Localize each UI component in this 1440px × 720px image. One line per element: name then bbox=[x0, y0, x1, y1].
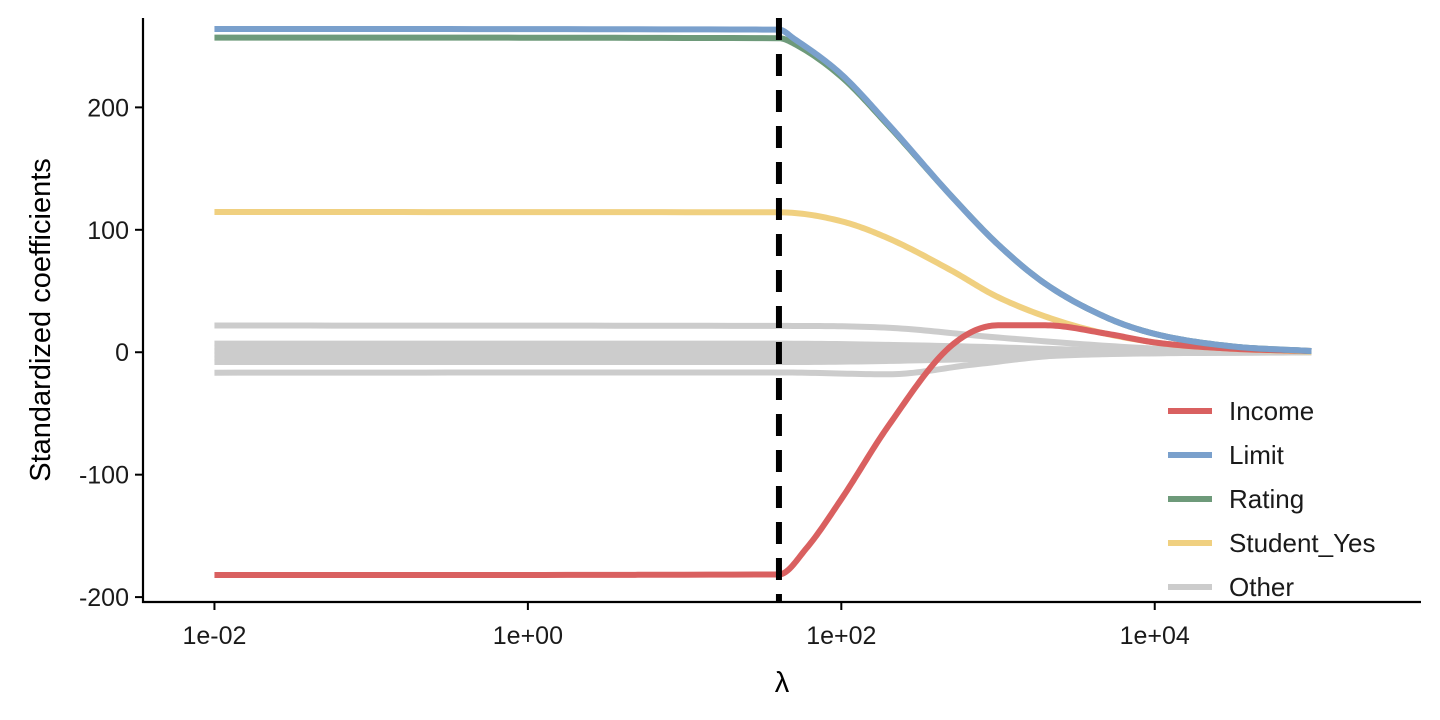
series-line-limit bbox=[214, 26, 1312, 355]
series-line-income bbox=[214, 322, 1312, 579]
legend-label-other: Other bbox=[1229, 572, 1294, 602]
x-tick-label: 1e+04 bbox=[1120, 622, 1190, 650]
y-axis-ticks: -200 -100 0 100 200 bbox=[79, 94, 143, 612]
y-tick-label: 100 bbox=[87, 217, 129, 245]
x-axis-title: λ bbox=[775, 667, 790, 699]
y-axis-title: Standardized coefficients bbox=[25, 158, 57, 482]
x-tick-label: 1e+02 bbox=[806, 622, 876, 650]
axes: -200 -100 0 100 200 1e-02 1e+00 1e+02 1e+04 bbox=[79, 18, 1421, 650]
series-line-other-8 bbox=[214, 349, 1312, 366]
legend-label-income: Income bbox=[1229, 396, 1314, 426]
series-lines bbox=[214, 26, 1312, 579]
legend-label-student-yes: Student_Yes bbox=[1229, 528, 1376, 558]
y-tick-label: -100 bbox=[79, 462, 129, 490]
y-tick-label: -200 bbox=[79, 584, 129, 612]
x-tick-label: 1e+00 bbox=[493, 622, 563, 650]
y-tick-label: 200 bbox=[87, 94, 129, 122]
x-tick-label: 1e-02 bbox=[182, 622, 246, 650]
legend: Income Limit Rating Student_Yes Other bbox=[1168, 396, 1376, 602]
y-tick-label: 0 bbox=[115, 339, 129, 367]
legend-label-rating: Rating bbox=[1229, 484, 1304, 514]
series-line-rating bbox=[214, 34, 1312, 355]
legend-label-limit: Limit bbox=[1229, 440, 1285, 470]
x-axis-ticks: 1e-02 1e+00 1e+02 1e+04 bbox=[182, 602, 1190, 650]
